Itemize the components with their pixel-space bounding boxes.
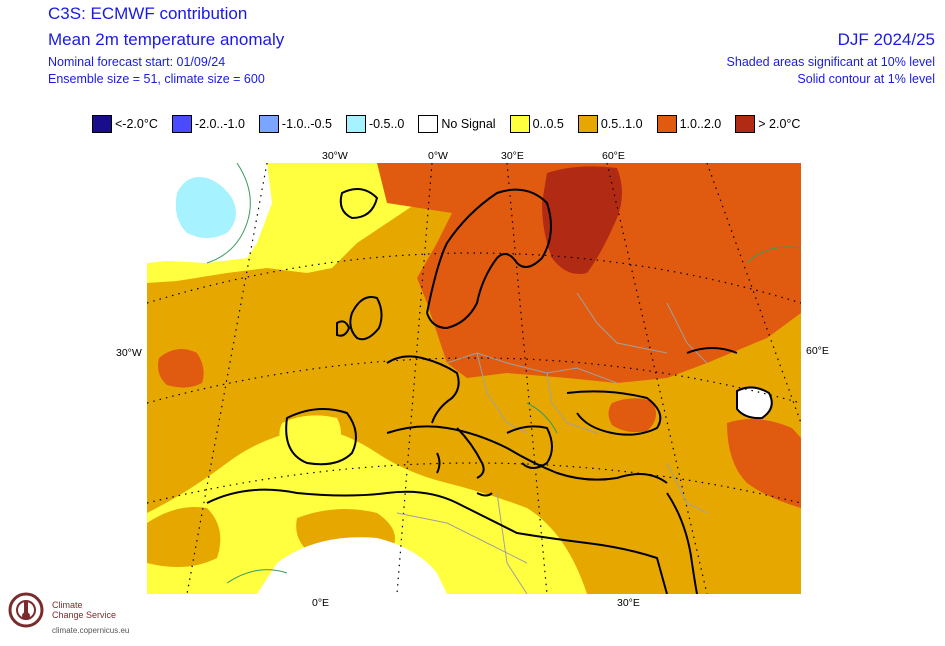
region-red-scandinavia xyxy=(542,166,622,274)
region-dark-orange-north xyxy=(377,163,801,383)
legend-label: 1.0..2.0 xyxy=(679,117,722,131)
region-orange-sw1 xyxy=(147,507,221,567)
legend-label: -2.0..-1.0 xyxy=(194,117,245,131)
legend-swatch xyxy=(258,115,279,133)
legend-label: > 2.0°C xyxy=(758,117,801,131)
ensemble-size-text: Ensemble size = 51, climate size = 600 xyxy=(48,72,265,86)
legend-swatch xyxy=(92,115,112,133)
region-no-signal-sahara xyxy=(257,537,447,594)
region-yellow-iberia xyxy=(279,415,341,457)
map-subtitle: Mean 2m temperature anomaly xyxy=(48,30,285,49)
map-title: C3S: ECMWF contribution xyxy=(48,4,248,23)
legend-label: No Signal xyxy=(441,117,496,131)
region-no-signal-caspian xyxy=(737,387,772,419)
bottom-tick-label: 30°E xyxy=(617,597,640,609)
legend-item: -0.5..0 xyxy=(345,115,405,133)
region-dark-orange-atlantic xyxy=(158,349,204,388)
legend-label: -1.0..-0.5 xyxy=(281,117,332,131)
significance-contour-note: Solid contour at 1% level xyxy=(797,72,935,86)
anomaly-map xyxy=(147,163,801,594)
forecast-start-text: Nominal forecast start: 01/09/24 xyxy=(48,55,226,69)
color-legend: <-2.0°C -2.0..-1.0 -1.0..-0.5 -0.5..0 No… xyxy=(92,114,814,134)
logo-line1: Climate xyxy=(52,600,83,610)
legend-swatch xyxy=(656,115,677,133)
region-dark-orange-east xyxy=(727,419,801,508)
legend-swatch xyxy=(418,115,439,133)
legend-item: -2.0..-1.0 xyxy=(171,115,245,133)
top-tick-label: 0°W xyxy=(428,150,448,162)
graticule xyxy=(147,163,801,594)
logo-url: climate.copernicus.eu xyxy=(52,626,130,635)
legend-item: -1.0..-0.5 xyxy=(258,115,332,133)
coastlines xyxy=(206,188,773,594)
top-tick-label: 30°W xyxy=(322,150,348,162)
region-dark-orange-blacksea xyxy=(608,398,656,433)
right-tick-label: 60°E xyxy=(806,345,829,357)
legend-label: 0.5..1.0 xyxy=(600,117,643,131)
legend-swatch xyxy=(171,115,192,133)
significance-shaded-note: Shaded areas significant at 10% level xyxy=(726,55,935,69)
legend-item: 0..0.5 xyxy=(509,115,564,133)
legend-swatch xyxy=(345,115,366,133)
significance-contours xyxy=(206,163,801,584)
legend-item: <-2.0°C xyxy=(92,115,158,133)
top-tick-label: 30°E xyxy=(501,150,524,162)
logo-line2: Change Service xyxy=(52,610,117,620)
legend-item: No Signal xyxy=(418,115,496,133)
legend-item: > 2.0°C xyxy=(735,115,800,133)
bottom-tick-label: 0°E xyxy=(312,597,330,609)
copernicus-logo: Climate Change Service climate.copernicu… xyxy=(6,588,146,640)
legend-item: 0.5..1.0 xyxy=(577,115,643,133)
legend-swatch xyxy=(577,115,598,133)
map-canvas xyxy=(147,163,801,594)
left-tick-label: 30°W xyxy=(116,347,142,359)
legend-label: -0.5..0 xyxy=(368,117,405,131)
region-light-blue xyxy=(175,177,236,238)
legend-label: <-2.0°C xyxy=(115,117,158,131)
legend-swatch xyxy=(509,115,530,133)
legend-item: 1.0..2.0 xyxy=(656,115,722,133)
legend-swatch xyxy=(735,115,756,133)
legend-label: 0..0.5 xyxy=(532,117,564,131)
season-label: DJF 2024/25 xyxy=(837,30,935,49)
top-tick-label: 60°E xyxy=(602,150,625,162)
climate-logo-icon xyxy=(8,592,44,628)
